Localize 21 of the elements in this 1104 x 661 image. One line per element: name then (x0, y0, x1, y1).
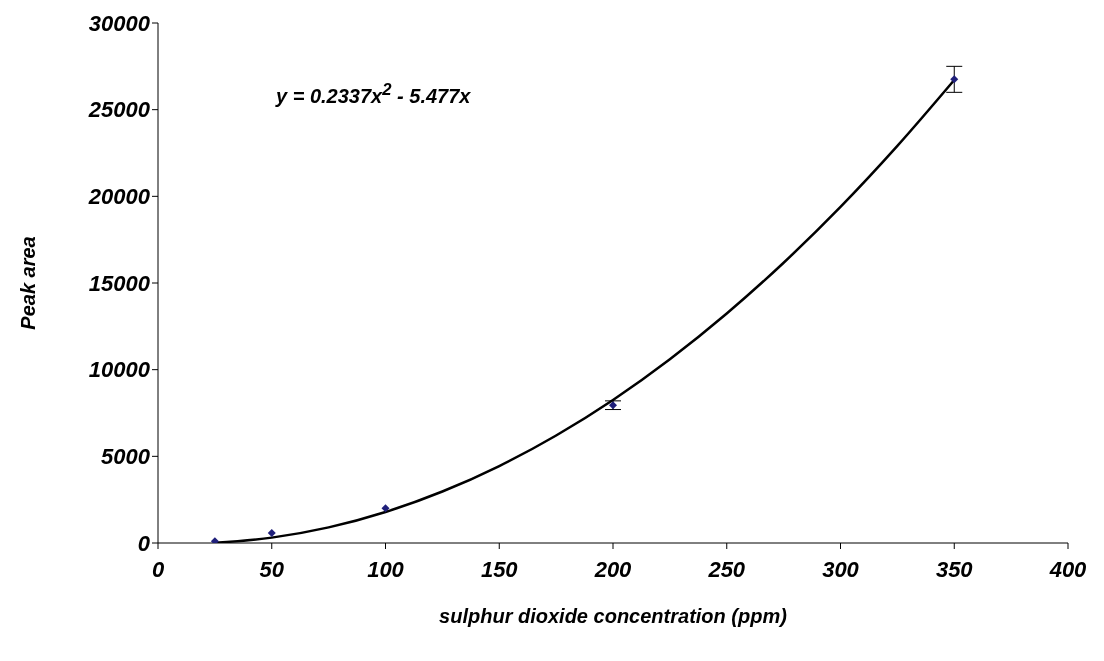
x-tick-label: 100 (367, 556, 405, 582)
point (950, 75, 959, 84)
x-tick-label: 300 (822, 556, 860, 582)
point (381, 504, 390, 513)
x-axis-title: sulphur dioxide concentration (ppm) (439, 605, 788, 627)
point (267, 528, 276, 537)
y-tick-label: 5000 (101, 444, 151, 470)
y-tick-label: 20000 (87, 184, 151, 210)
y-tick-label: 30000 (88, 10, 151, 36)
x-tick-label: 200 (593, 556, 633, 582)
y-tick-label: 10000 (88, 357, 151, 383)
y-axis-title: Peak area (17, 236, 40, 330)
x-tick-label: 50 (259, 556, 285, 582)
y-tick-label: 15000 (88, 270, 151, 296)
x-tick-label: 250 (707, 556, 746, 582)
y-tick-label: 25000 (87, 97, 151, 123)
x-tick-label: 150 (480, 556, 519, 582)
y-tick-label: 0 (137, 530, 151, 556)
x-tick-label: 350 (935, 556, 974, 582)
annotation: y = 0.2337x$^{2}$ - 5.477x (276, 80, 471, 108)
x-tick-label: 400 (1048, 556, 1088, 582)
